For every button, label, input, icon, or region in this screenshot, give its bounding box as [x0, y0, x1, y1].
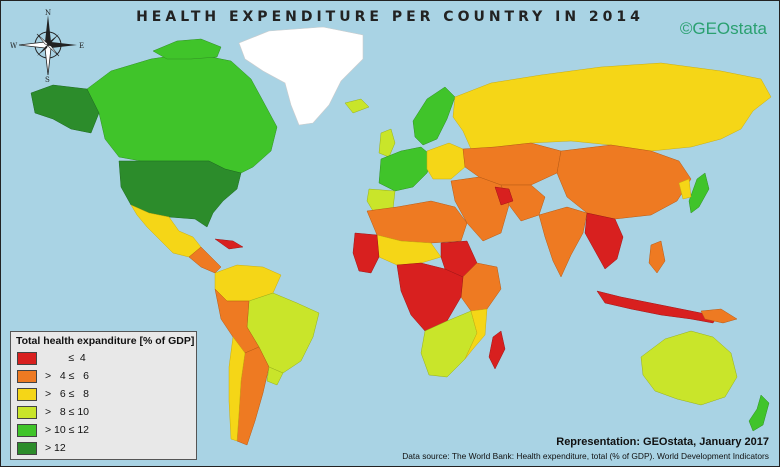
region-west-africa[interactable]: [352, 232, 380, 274]
region-middle-east[interactable]: [450, 176, 510, 242]
region-central-america[interactable]: [188, 246, 222, 274]
region-india[interactable]: [538, 206, 588, 278]
region-chile[interactable]: [228, 336, 246, 442]
region-usa[interactable]: [118, 160, 242, 228]
legend-item-6-8: > 6 ≤ 8: [17, 388, 192, 402]
region-greenland[interactable]: [238, 26, 364, 126]
legend-title: Total health expanditure [% of GDP]: [16, 335, 195, 347]
compass-rose-icon: N S E W: [10, 9, 84, 83]
region-china[interactable]: [556, 144, 692, 220]
region-australia[interactable]: [640, 330, 738, 406]
brand-logo: ©GEOstata: [679, 19, 767, 38]
legend-swatch: [17, 388, 37, 401]
region-uk[interactable]: [378, 128, 396, 158]
region-east-africa[interactable]: [460, 262, 502, 312]
legend-swatch: [17, 406, 37, 419]
region-alaska[interactable]: [30, 84, 100, 134]
compass-south: S: [45, 76, 50, 83]
legend-label: > 8 ≤ 10: [45, 406, 89, 418]
legend-swatch: [17, 424, 37, 437]
legend-swatch: [17, 442, 37, 455]
region-mozambique[interactable]: [464, 308, 488, 360]
legend-label: ≤ 4: [45, 352, 86, 364]
region-japan[interactable]: [688, 172, 710, 214]
legend-label: > 6 ≤ 8: [45, 388, 89, 400]
legend-item-le4: ≤ 4: [17, 352, 192, 366]
data-source-text: Data source: The World Bank: Health expe…: [402, 451, 769, 461]
region-canada-islands[interactable]: [152, 38, 222, 60]
legend-swatch: [17, 352, 37, 365]
region-central-asia[interactable]: [462, 142, 562, 186]
legend-item-8-10: > 8 ≤ 10: [17, 406, 192, 420]
credit-text: Representation: GEOstata, January 2017: [556, 436, 769, 448]
region-russia[interactable]: [452, 62, 772, 152]
region-southeast-asia[interactable]: [584, 212, 624, 270]
region-papua[interactable]: [700, 308, 738, 324]
region-korea[interactable]: [678, 178, 692, 200]
region-iceland[interactable]: [344, 98, 370, 114]
region-new-zealand[interactable]: [748, 394, 770, 432]
legend-label: > 4 ≤ 6: [45, 370, 89, 382]
region-central-africa[interactable]: [396, 262, 464, 332]
region-eastern-europe[interactable]: [426, 142, 466, 180]
region-madagascar[interactable]: [488, 330, 506, 370]
legend-item-4-6: > 4 ≤ 6: [17, 370, 192, 384]
compass-north: N: [45, 9, 51, 17]
legend-item-gt12: > 12: [17, 442, 192, 456]
region-caribbean[interactable]: [214, 238, 244, 250]
legend-swatch: [17, 370, 37, 383]
region-philippines[interactable]: [648, 240, 666, 274]
region-indonesia[interactable]: [596, 290, 718, 324]
legend-label: > 10 ≤ 12: [45, 424, 90, 436]
region-scandinavia[interactable]: [412, 86, 456, 146]
map-title: HEALTH EXPENDITURE PER COUNTRY IN 2014: [136, 9, 644, 25]
legend-label: > 12: [45, 442, 66, 454]
legend-item-10-12: > 10 ≤ 12: [17, 424, 192, 438]
region-canada[interactable]: [86, 52, 278, 174]
legend: Total health expanditure [% of GDP] ≤ 4 …: [10, 331, 197, 460]
region-iraq-syria[interactable]: [494, 186, 514, 206]
region-sahel[interactable]: [376, 234, 442, 266]
compass-west: W: [10, 42, 18, 50]
region-western-europe[interactable]: [378, 146, 434, 192]
region-uruguay[interactable]: [266, 366, 284, 386]
compass-east: E: [79, 42, 84, 50]
